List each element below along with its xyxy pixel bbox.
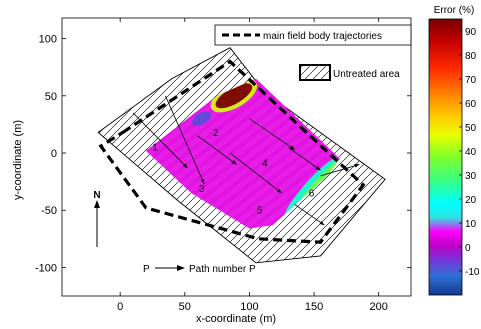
north-arrow-head: [94, 200, 100, 208]
path-number-label: 4: [262, 159, 268, 170]
colorbar-tick-label: 40: [465, 147, 477, 158]
path-direction-arrow: [287, 146, 321, 171]
colorbar-tick-label: 10: [465, 219, 477, 230]
path-key-label: Path number P: [189, 264, 256, 275]
colorbar-title: Error (%): [434, 5, 475, 16]
error-zone: [215, 83, 253, 109]
x-tick-label: 200: [370, 301, 388, 313]
north-arrow: N: [93, 190, 101, 247]
legend-box: [214, 24, 412, 46]
path-direction-arrowhead: [289, 145, 295, 150]
legend-trajectory-label: main field body trajectories: [263, 31, 382, 42]
path-number-label: 2: [213, 128, 219, 139]
colorbar-gradient: [428, 18, 463, 296]
legend: main field body trajectories: [214, 24, 412, 46]
error-zone: [192, 111, 212, 126]
y-tick-label: -100: [35, 262, 57, 274]
untreated-key: Untreated area: [299, 64, 400, 81]
x-axis-label: x-coordinate (m): [196, 313, 276, 325]
x-tick-label: 100: [240, 301, 258, 313]
north-label: N: [93, 190, 100, 201]
path-direction-arrow: [320, 164, 360, 177]
colorbar-tick-label: 0: [465, 243, 471, 254]
path-direction-arrow: [197, 135, 237, 165]
path-direction-arrow: [294, 204, 325, 226]
path-key-arrowhead: [177, 265, 185, 271]
path-direction-arrowhead: [182, 163, 188, 168]
y-tick-label: 100: [39, 34, 57, 46]
path-direction-arrow: [249, 118, 295, 150]
path-direction-arrowhead: [276, 188, 282, 194]
y-tick-label: 50: [45, 91, 57, 103]
x-tick-label: 0: [117, 301, 123, 313]
colorbar-tick-label: 50: [465, 123, 477, 134]
path-direction-arrow: [229, 152, 282, 194]
colorbar-tick-label: 60: [465, 99, 477, 110]
path-number-label: 5: [257, 206, 263, 217]
colorbar-tick-label: 80: [465, 51, 477, 62]
path-direction-arrow: [132, 112, 188, 169]
colorbar-tick-label: 90: [465, 27, 477, 38]
path-direction-arrow: [165, 95, 205, 185]
untreated-label: Untreated area: [333, 69, 400, 80]
path-direction-arrowhead: [315, 165, 321, 171]
colorbar: Error (%) -10 0 10 20 30 40 50 60 70 80 90: [428, 5, 480, 296]
path-number-label: 6: [309, 188, 315, 199]
path-key-prefix: P: [143, 264, 150, 275]
path-number-label: 1: [152, 143, 158, 154]
y-tick-label: 0: [51, 148, 57, 160]
path-direction-arrowhead: [319, 220, 325, 226]
x-tick-label: 150: [305, 301, 323, 313]
y-axis-label: y-coordinate (m): [12, 120, 24, 200]
x-tick-label: 50: [179, 301, 191, 313]
path-number-label: 3: [199, 184, 205, 195]
colorbar-tick-label: 20: [465, 195, 477, 206]
path-key: P Path number P: [143, 264, 256, 275]
colorbar-tick-label: -10: [465, 267, 480, 278]
path-direction-arrowhead: [231, 160, 237, 165]
colorbar-tick-label: 30: [465, 171, 477, 182]
trajectory-line: [98, 59, 366, 244]
untreated-swatch: [299, 64, 331, 81]
y-tick-label: -50: [41, 205, 57, 217]
path-direction-arrowhead: [200, 178, 205, 184]
colorbar-tick-label: 70: [465, 75, 477, 86]
path-arrows: [132, 95, 360, 226]
path-direction-arrowhead: [354, 163, 360, 168]
